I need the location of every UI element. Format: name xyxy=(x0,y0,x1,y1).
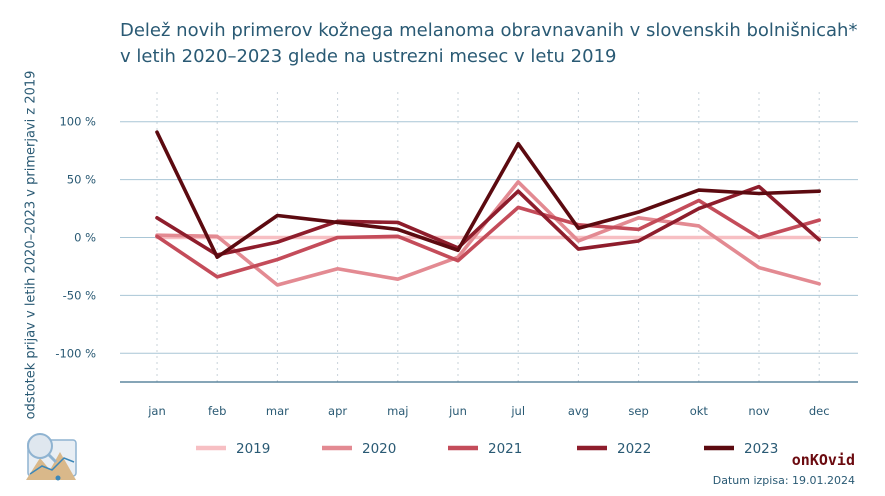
chart-title-line-2: v letih 2020–2023 glede na ustrezni mese… xyxy=(120,46,617,67)
x-tick-label-jan: jan xyxy=(147,404,166,418)
series-line-2022 xyxy=(155,184,822,257)
y-tick-label-1: 50 % xyxy=(67,173,96,187)
y-tick-label-0: 100 % xyxy=(59,115,96,129)
x-tick-label-okt: okt xyxy=(690,404,709,418)
x-tick-label-maj: maj xyxy=(387,404,408,418)
y-tick-label-2: 0 % xyxy=(74,231,96,245)
x-tick-label-sep: sep xyxy=(628,404,648,418)
x-tick-label-avg: avg xyxy=(568,404,589,418)
y-tick-label-4: -100 % xyxy=(55,346,96,360)
legend-label-2023: 2023 xyxy=(744,441,778,457)
legend-label-2020: 2020 xyxy=(362,441,396,457)
x-tick-label-nov: nov xyxy=(748,404,769,418)
x-tick-label-dec: dec xyxy=(809,404,830,418)
legend-label-2022: 2022 xyxy=(617,441,651,457)
y-ticks: 100 % 50 % 0 % -50 % -100 % xyxy=(55,115,96,361)
y-tick-label-3: -50 % xyxy=(63,288,96,302)
print-date: Datum izpisa: 19.01.2024 xyxy=(712,474,855,487)
x-ticks: jan feb mar apr maj jun jul avg sep okt nov dec xyxy=(147,404,829,418)
series-lines xyxy=(155,130,822,287)
x-tick-label-mar: mar xyxy=(266,404,289,418)
legend-label-2021: 2021 xyxy=(488,441,522,457)
chart-title: Delež novih primerov kožnega melanoma ob… xyxy=(120,18,860,70)
x-tick-label-apr: apr xyxy=(328,404,347,418)
x-tick-label-jul: jul xyxy=(510,404,525,418)
brand-name: onKOvid xyxy=(791,451,855,469)
chart-title-line-1: Delež novih primerov kožnega melanoma ob… xyxy=(120,20,858,41)
x-tick-label-feb: feb xyxy=(208,404,226,418)
legend-label-2019: 2019 xyxy=(236,441,270,457)
onkovid-logo-icon xyxy=(26,433,77,481)
legend: 2019 2020 2021 2022 2023 xyxy=(196,441,778,457)
x-tick-label-jun: jun xyxy=(448,404,467,418)
series-line-2023 xyxy=(155,130,822,259)
